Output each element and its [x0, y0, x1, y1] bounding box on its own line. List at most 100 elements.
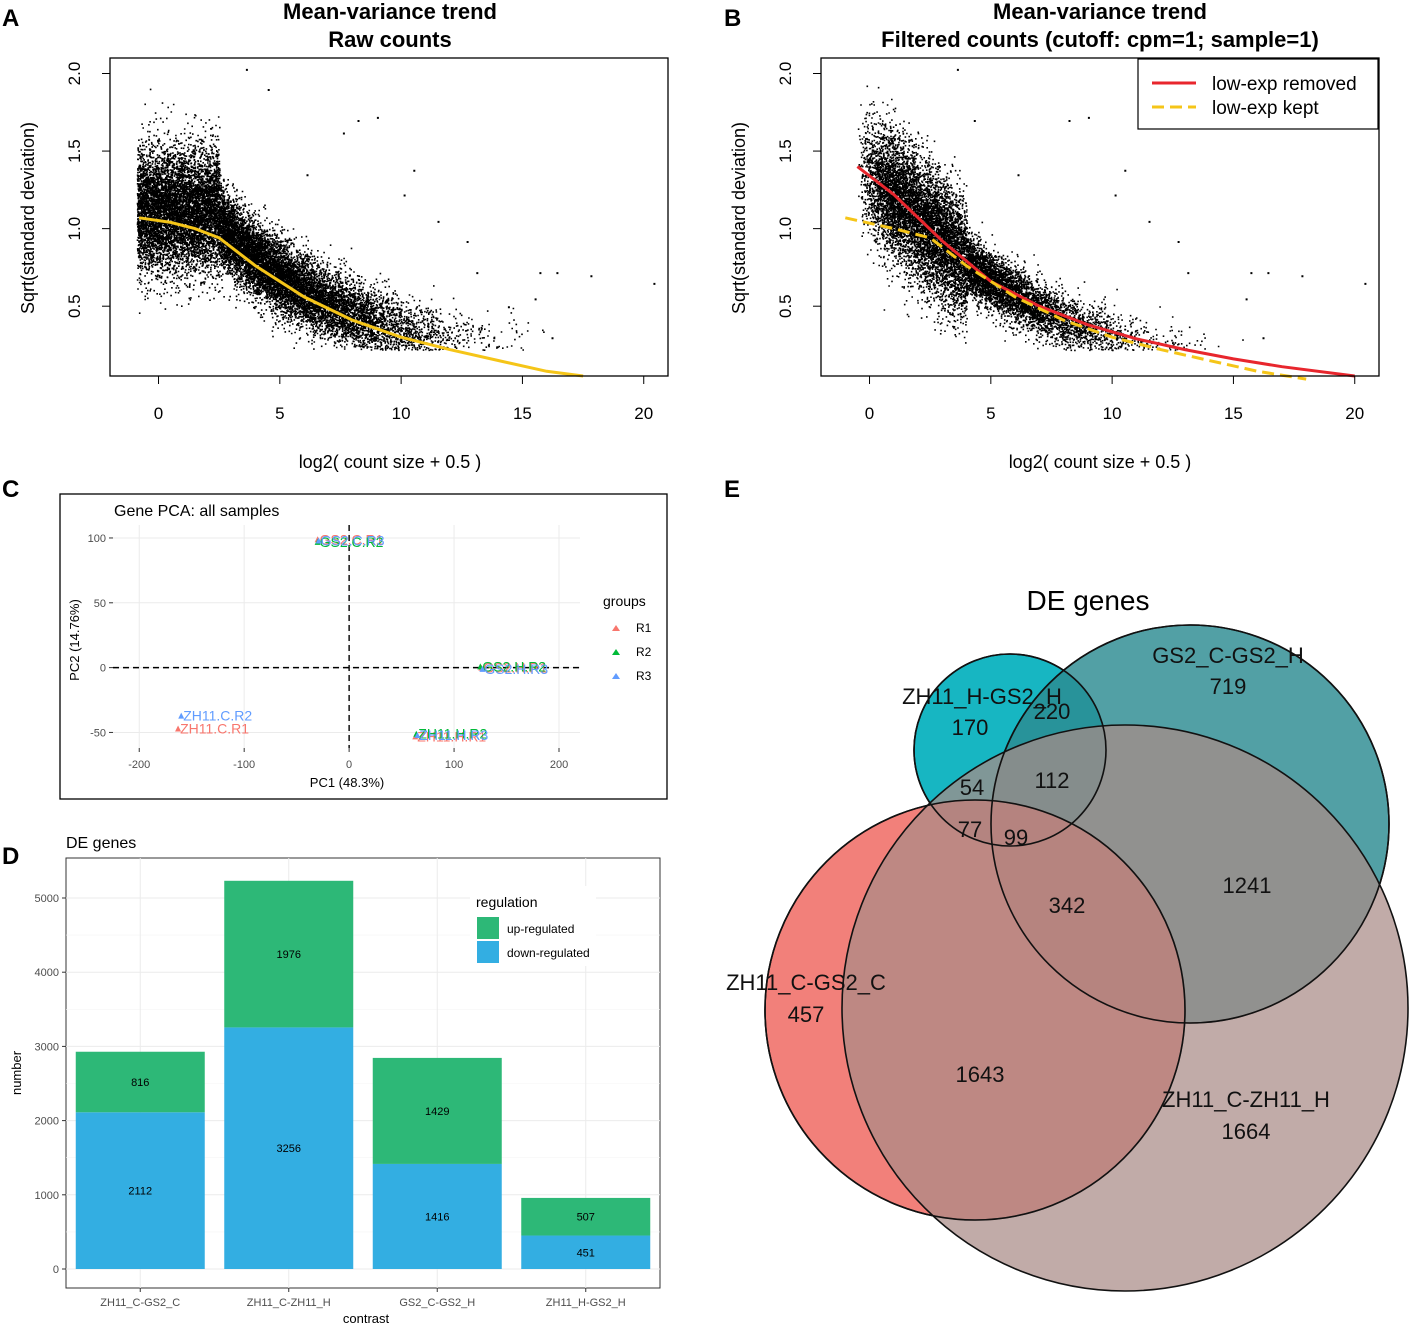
panel-e-letter: E: [724, 476, 740, 503]
venn-set-name-gs2c-gs2h: GS2_C-GS2_H: [1152, 643, 1304, 668]
panel-a-y-axis-label: Sqrt(standard deviation): [18, 122, 38, 314]
venn-set-name-zh11h-gs2h: ZH11_H-GS2_H: [902, 684, 1062, 709]
x-tick-label-15: 15: [1224, 404, 1243, 423]
venn-count-54: 54: [960, 775, 984, 800]
panel-a-x-ticks: 0 5 10 15 20: [154, 375, 653, 423]
bar-GS2_C-GS2_H-down-regulated: [372, 1163, 502, 1269]
y-tick-label-2.0: 2.0: [776, 62, 795, 86]
venn-circle-zh11c-zh11h: [841, 724, 1409, 1292]
legend-marker-R1: [612, 625, 620, 631]
panel-d-title: DE genes: [66, 835, 136, 852]
panel-c-reference-lines: [113, 525, 580, 748]
bar-ZH11_C-GS2_C-down-regulated: [75, 1112, 205, 1269]
venn-outline-zh11h-gs2h: [913, 653, 1107, 847]
d-x-tick-label-ZH11_C-GS2_C: ZH11_C-GS2_C: [100, 1297, 180, 1309]
venn-labels: ZH11_H-GS2_H 170 GS2_C-GS2_H 719 ZH11_C-…: [726, 643, 1330, 1144]
d-y-tick-label-3000: 3000: [35, 1041, 59, 1053]
venn-count-zh11h-only: 170: [952, 715, 989, 740]
bar-ZH11_C-ZH11_H-down-regulated: [224, 1027, 354, 1269]
bar-label-ZH11_H-GS2_H-down-regulated: 451: [577, 1247, 595, 1259]
panel-c-y-axis-label: PC2 (14.76%): [67, 599, 82, 681]
d-x-tick-label-GS2_C-GS2_H: GS2_C-GS2_H: [399, 1297, 475, 1309]
venn-outline-gs2c-gs2h: [990, 624, 1390, 1024]
venn-count-220: 220: [1034, 699, 1071, 724]
venn-count-112: 112: [1034, 768, 1069, 793]
panel-b-title-line1: Mean-variance trend: [993, 0, 1207, 24]
panel-d: D DE genes 2112 816 3256 1976 1416 1429 451 507…: [2, 835, 661, 1325]
panel-e: E DE genes ZH11_H-GS2_H 170 GS2_C-GS2_H …: [724, 476, 1409, 1292]
panel-b-y-axis-label: Sqrt(standard deviation): [729, 122, 749, 314]
pca-label-GS2.H.R2: GS2.H.R2: [482, 658, 546, 674]
bar-label-ZH11_C-ZH11_H-down-regulated: 3256: [277, 1143, 301, 1155]
x-tick-label-0: 0: [154, 404, 163, 423]
bar-label-ZH11_C-GS2_C-down-regulated: 2112: [128, 1186, 152, 1198]
x-tick-label-10: 10: [1103, 404, 1122, 423]
panel-c-x-axis-label: PC1 (48.3%): [310, 775, 384, 790]
panel-d-y-ticks: 0 1000 2000 3000 4000 5000: [35, 893, 66, 1276]
pca-label-GS2.C.R2: GS2.C.R2: [320, 534, 384, 550]
c-y-tick-label-50: 50: [94, 598, 106, 610]
d-y-tick-label-5000: 5000: [35, 893, 59, 905]
legend-label-low-exp-kept: low-exp kept: [1212, 98, 1319, 119]
panel-d-legend: regulation up-regulated down-regulated: [470, 886, 596, 966]
venn-count-1643: 1643: [956, 1062, 1005, 1087]
series-line-low-exp-removed: [856, 165, 1355, 378]
panel-a-trend-line: [138, 216, 584, 378]
d-y-tick-label-2000: 2000: [35, 1116, 59, 1128]
bar-label-GS2_C-GS2_H-up-regulated: 1429: [425, 1106, 449, 1118]
panel-b-legend: low-exp removed low-exp kept: [1137, 58, 1379, 130]
legend-label-R1: R1: [636, 621, 652, 635]
x-tick-label-5: 5: [275, 404, 284, 423]
panel-c-legend: R1 R2 R3: [612, 621, 652, 683]
c-y-tick-label-0: 0: [100, 663, 106, 675]
b-scatter-points: [857, 68, 1367, 352]
panel-c-letter: C: [2, 476, 19, 503]
panel-b-x-axis-label: log2( count size + 0.5 ): [1009, 452, 1192, 472]
pca-label-ZH11.H.R1: ZH11.H.R1: [417, 728, 486, 744]
a-scatter-points: [136, 68, 656, 352]
panel-a-title-line2: Raw counts: [328, 27, 451, 52]
legend-label-up-regulated: up-regulated: [507, 922, 574, 936]
panel-a-trend-lines: [138, 216, 584, 378]
panel-d-legend-title: regulation: [476, 894, 538, 910]
panel-c-frame: [59, 493, 668, 800]
c-x-tick-label--100: -100: [233, 759, 255, 771]
pca-label-ZH11.C.R2: ZH11.C.R2: [183, 708, 252, 724]
y-tick-label-2.0: 2.0: [65, 62, 84, 86]
legend-swatch-down-regulated: [477, 941, 499, 963]
pca-label-GS2.H.R1: GS2.H.R1: [483, 660, 547, 676]
panel-b: B Mean-variance trend Filtered counts (c…: [724, 0, 1380, 472]
panel-b-scatter-cloud: [857, 68, 1367, 352]
panel-b-letter: B: [724, 5, 741, 32]
pca-point-GS2.C.R3: [315, 537, 322, 544]
legend-marker-R3: [612, 673, 620, 679]
pca-point-ZH11.C.R2: [178, 712, 185, 719]
bar-label-ZH11_C-ZH11_H-up-regulated: 1976: [277, 949, 301, 961]
y-tick-label-1.5: 1.5: [776, 139, 795, 163]
venn-count-99: 99: [1004, 825, 1028, 850]
y-tick-label-1.0: 1.0: [776, 217, 795, 241]
venn-outline-zh11c-gs2c: [764, 799, 1186, 1221]
pca-point-ZH11.H.R3: [414, 732, 421, 739]
y-tick-label-0.5: 0.5: [776, 294, 795, 318]
c-y-tick-label-100: 100: [88, 533, 106, 545]
pca-point-ZH11.C.R1: [175, 725, 182, 732]
x-tick-label-5: 5: [986, 404, 995, 423]
panel-b-y-ticks: 0.5 1.0 1.5 2.0: [776, 62, 821, 318]
pca-label-ZH11.H.R2: ZH11.H.R2: [418, 726, 487, 742]
legend-label-R2: R2: [636, 645, 652, 659]
panel-a: A Mean-variance trend Raw counts 0 5 10 15 2…: [2, 0, 669, 472]
venn-count-342: 342: [1049, 893, 1086, 918]
d-y-tick-label-1000: 1000: [35, 1190, 59, 1202]
legend-marker-R2: [612, 649, 620, 655]
pca-label-GS2.C.R3: GS2.C.R3: [321, 533, 385, 549]
panel-d-letter: D: [2, 843, 19, 870]
panel-d-y-axis-label: number: [9, 1050, 24, 1095]
panel-d-bars: 2112 816 3256 1976 1416 1429 451 507: [75, 880, 651, 1269]
panel-e-title: DE genes: [1027, 585, 1150, 616]
x-tick-label-15: 15: [513, 404, 532, 423]
d-x-tick-label-ZH11_H-GS2_H: ZH11_H-GS2_H: [546, 1297, 626, 1309]
pca-label-GS2.C.R1: GS2.C.R1: [320, 531, 384, 547]
bar-label-ZH11_H-GS2_H-up-regulated: 507: [577, 1212, 595, 1224]
